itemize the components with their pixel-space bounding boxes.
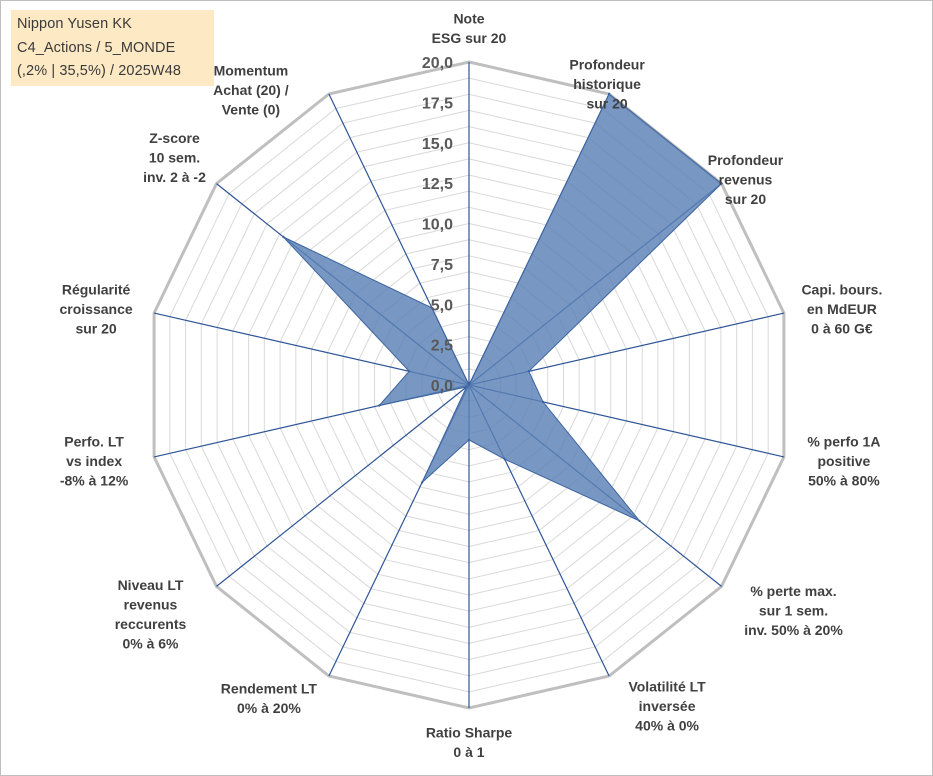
- info-stats: (,2% | 35,5%) / 2025W48: [17, 63, 182, 79]
- category-label-line: 0% à 6%: [122, 636, 179, 652]
- tick-label: 10,0: [422, 217, 453, 234]
- category-label-line: % perte max.: [750, 583, 836, 599]
- category-label: Z-score 10 sem. inv. 2 à -2: [143, 130, 206, 185]
- data-point: [378, 404, 381, 407]
- tick-label: 7,5: [431, 257, 453, 274]
- category-label-line: sur 1 sem.: [759, 602, 828, 618]
- category-label: % perfo 1A positive 50% à 80%: [807, 433, 880, 488]
- category-label-line: % perfo 1A: [807, 433, 880, 449]
- category-label-line: ESG sur 20: [432, 30, 507, 46]
- category-label: Perfo. LT vs index -8% à 12%: [60, 433, 129, 488]
- category-label-line: 50% à 80%: [808, 472, 880, 488]
- info-title: Nippon Yusen KK: [17, 16, 132, 32]
- category-label: Ratio Sharpe 0 à 1: [426, 724, 513, 760]
- category-label-line: Vente (0): [222, 102, 280, 118]
- info-box: Nippon Yusen KK C4_Actions / 5_MONDE (,2…: [11, 10, 214, 86]
- data-point: [467, 438, 471, 442]
- category-label-line: Z-score: [149, 130, 200, 146]
- category-label-line: inversée: [639, 698, 696, 714]
- data-point: [541, 400, 545, 404]
- category-label-line: historique: [573, 76, 641, 92]
- info-category: C4_Actions / 5_MONDE: [17, 39, 176, 56]
- category-label-line: Profondeur: [569, 57, 645, 73]
- category-label: Volatilité LT inversée 40% à 0%: [628, 679, 706, 734]
- category-label: Profondeur revenus sur 20: [708, 152, 784, 207]
- category-label-line: Volatilité LT: [628, 679, 706, 695]
- category-label-line: revenus: [719, 172, 773, 188]
- data-point: [420, 481, 424, 484]
- axis-spoke: [216, 384, 470, 587]
- tick-label: 20,0: [422, 55, 453, 72]
- category-label-line: vs index: [66, 453, 122, 469]
- data-point: [430, 306, 434, 310]
- category-label-line: Achat (20) /: [213, 82, 289, 98]
- tick-layer: 0,0 2,5 5,0 7,5 10,0 12,5 15,0 17,5 20,0: [422, 55, 453, 395]
- data-point: [638, 519, 641, 523]
- category-label-line: Perfo. LT: [64, 433, 124, 449]
- category-label: Rendement LT 0% à 20%: [221, 680, 318, 716]
- category-label-line: reccurents: [115, 616, 187, 632]
- category-label: Profondeur historique sur 20: [569, 57, 645, 112]
- tick-label: 15,0: [422, 136, 453, 153]
- category-label-line: Ratio Sharpe: [426, 724, 513, 740]
- data-point: [527, 370, 530, 373]
- category-label-line: Momentum: [214, 63, 289, 79]
- data-point: [282, 235, 285, 239]
- category-label-line: 10 sem.: [149, 150, 200, 166]
- tick-label: 2,5: [431, 338, 453, 355]
- category-label-line: Niveau LT: [118, 577, 184, 593]
- category-label: Note ESG sur 20: [432, 10, 507, 46]
- category-label-line: -8% à 12%: [60, 472, 129, 488]
- category-label-line: 0 à 60 G€: [811, 321, 873, 337]
- category-label-line: Rendement LT: [221, 680, 318, 696]
- category-label-line: sur 20: [586, 96, 627, 112]
- category-label: Régularité croissance sur 20: [60, 282, 133, 337]
- category-label-line: Régularité: [62, 282, 131, 298]
- category-label-line: Note: [453, 10, 484, 26]
- data-point: [607, 92, 611, 96]
- data-point: [467, 383, 471, 387]
- category-label-line: sur 20: [725, 191, 766, 207]
- category-label-line: croissance: [60, 301, 133, 317]
- tick-label: 12,5: [422, 176, 453, 193]
- category-label-line: Capi. bours.: [801, 282, 882, 298]
- category-label-line: Profondeur: [708, 152, 784, 168]
- data-point: [465, 385, 468, 389]
- series-layer: [282, 92, 723, 523]
- data-point: [720, 182, 723, 185]
- category-label-line: inv. 2 à -2: [143, 169, 206, 185]
- tick-label: 0,0: [431, 378, 453, 395]
- tick-label: 17,5: [422, 95, 453, 112]
- category-label-line: sur 20: [75, 321, 116, 337]
- category-label-line: revenus: [124, 597, 178, 613]
- data-point: [503, 458, 506, 461]
- category-label-line: 0 à 1: [453, 744, 484, 760]
- category-label: Momentum Achat (20) / Vente (0): [213, 63, 289, 118]
- category-label-line: 0% à 20%: [237, 700, 301, 716]
- tick-label: 5,0: [431, 297, 453, 314]
- data-point: [408, 370, 411, 373]
- category-label-line: en MdEUR: [807, 301, 877, 317]
- category-label: % perte max. sur 1 sem. inv. 50% à 20%: [744, 583, 843, 638]
- category-label: Niveau LT revenus reccurents 0% à 6%: [115, 577, 187, 652]
- label-layer: Note ESG sur 20 Profondeur historique sur 20…: [60, 10, 883, 760]
- category-label-line: inv. 50% à 20%: [744, 622, 843, 638]
- category-label: Capi. bours. en MdEUR 0 à 60 G€: [801, 282, 882, 337]
- category-label-line: positive: [817, 453, 870, 469]
- category-label-line: 40% à 0%: [635, 718, 699, 734]
